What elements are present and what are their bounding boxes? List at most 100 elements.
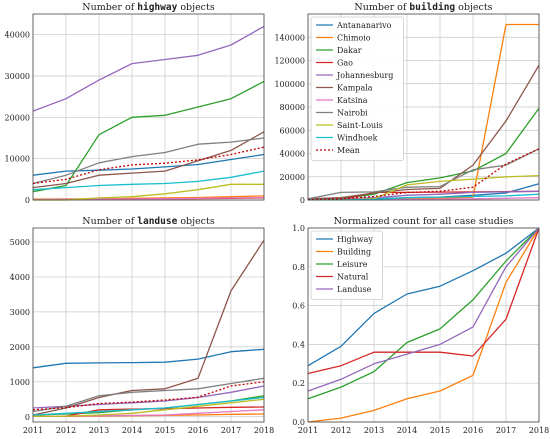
chart-title: Number of highway objects [82,2,215,13]
legend-label-windhoek: Windhoek [337,134,378,143]
y-tick-label: 0 [25,196,30,205]
series-line-mean [32,146,265,185]
legend-label-building: Building [337,248,371,257]
y-tick-label: 10000 [5,155,30,164]
chart-title-part: Normalized count for all case studies [334,216,514,227]
building-panel: Number of building objects 0 20000 40000 600… [274,2,540,205]
chart-title-part: building [409,2,455,13]
y-tick-label: 0.2 [292,379,305,388]
y-tick-label: 4000 [10,273,30,282]
y-tick-label: 5000 [10,238,30,247]
axes-frame [32,13,265,201]
x-tick-label: 2016 [463,426,483,435]
legend-label-leisure: Leisure [337,260,368,269]
x-tick-label: 2012 [56,426,76,435]
y-tick-label: 0.4 [292,340,305,349]
series-line-dakar [32,80,265,193]
chart-title-part: Number of [82,216,137,227]
x-tick-label: 2014 [122,426,142,435]
y-tick-label: 1.0 [292,224,305,233]
axes-frame [307,227,540,423]
chart-title-part: Number of [354,2,409,13]
y-tick-label: 30000 [5,72,30,81]
y-tick-label: 3000 [10,308,30,317]
y-tick-label: 0.0 [292,418,305,427]
x-tick-label: 2015 [155,426,175,435]
axes-frame [307,13,540,201]
series-line-antananarivo [32,348,265,369]
x-tick-label: 2015 [430,426,450,435]
series-line-kampala [32,239,265,416]
legend-label-gao: Gao [337,59,353,68]
y-tick-label: 2000 [10,343,30,352]
chart-title-part: Number of [82,2,137,13]
series-line-nairobi [307,148,540,200]
y-tick-label: 100000 [274,80,305,89]
y-tick-label: 20000 [280,173,305,182]
legend-label-landuse: Landuse [337,285,372,294]
series-line-landuse [307,227,540,392]
x-tick-label: 2013 [89,426,109,435]
series-line-johannesburg [32,25,265,112]
y-tick-label: 0.8 [292,263,305,272]
landuse-panel: Number of landuse objects 0 1000 2000 3000 40… [10,216,275,435]
legend-box [310,16,404,161]
series-line-nairobi [32,377,265,413]
series-line-kampala [307,64,540,200]
legend-label-dakar: Dakar [337,46,362,55]
chart-title: Number of building objects [354,2,492,13]
axes-frame [32,227,265,423]
highway-panel: Number of highway objects 0 10000 20000 3000… [5,2,265,205]
chart-title-part: highway [137,2,177,13]
series-line-building [307,227,540,423]
chart-title-part: landuse [137,216,177,227]
normalized-panel: Normalized count for all case studies 0.0… [292,216,549,435]
series-line-windhoek [32,396,265,416]
y-tick-label: 1000 [10,378,30,387]
y-tick-label: 40000 [280,150,305,159]
chart-title: Normalized count for all case studies [334,216,514,227]
x-tick-label: 2018 [529,426,549,435]
y-tick-label: 60000 [280,126,305,135]
chart-title: Number of landuse objects [82,216,215,227]
chart-title-part: objects [455,2,493,13]
legend-label-chimoio: Chimoio [337,34,371,43]
x-tick-label: 2018 [254,426,274,435]
x-tick-label: 2011 [298,426,318,435]
legend: Antananarivo Chimoio Dakar Gao Johannesburg K… [310,16,404,161]
x-tick-label: 2016 [188,426,208,435]
legend-label-nairobi: Nairobi [337,109,368,118]
y-tick-label: 20000 [5,113,30,122]
y-tick-label: 0 [25,413,30,422]
legend-label-johannesburg: Johannesburg [336,71,393,80]
chart-title-part: objects [177,2,215,13]
series-line-highway [307,227,540,367]
legend-label-mean: Mean [337,146,360,155]
y-tick-label: 0 [300,196,305,205]
series-line-natural [307,227,540,375]
legend-label-highway: Highway [337,235,373,244]
y-tick-label: 120000 [274,57,305,66]
x-tick-label: 2014 [397,426,417,435]
series-line-antananarivo [32,153,265,176]
legend-label-kampala: Kampala [337,84,373,93]
x-tick-label: 2011 [23,426,43,435]
series-line-kampala [32,131,265,189]
y-tick-label: 0.6 [292,302,305,311]
y-tick-label: 80000 [280,103,305,112]
legend-label-antananarivo: Antananarivo [336,21,392,30]
series-line-nairobi [32,137,265,185]
chart-title-part: objects [177,216,215,227]
legend-label-katsina: Katsina [337,96,368,105]
x-tick-label: 2013 [364,426,384,435]
legend-label-saint-louis: Saint-Louis [337,121,383,130]
x-tick-label: 2012 [331,426,351,435]
legend-label-natural: Natural [337,273,369,282]
series-line-leisure [307,227,540,400]
y-tick-label: 40000 [5,31,30,40]
legend-box [310,230,383,300]
series-line-windhoek [32,170,265,191]
x-tick-label: 2017 [496,426,516,435]
series-line-saint-louis [32,398,265,418]
